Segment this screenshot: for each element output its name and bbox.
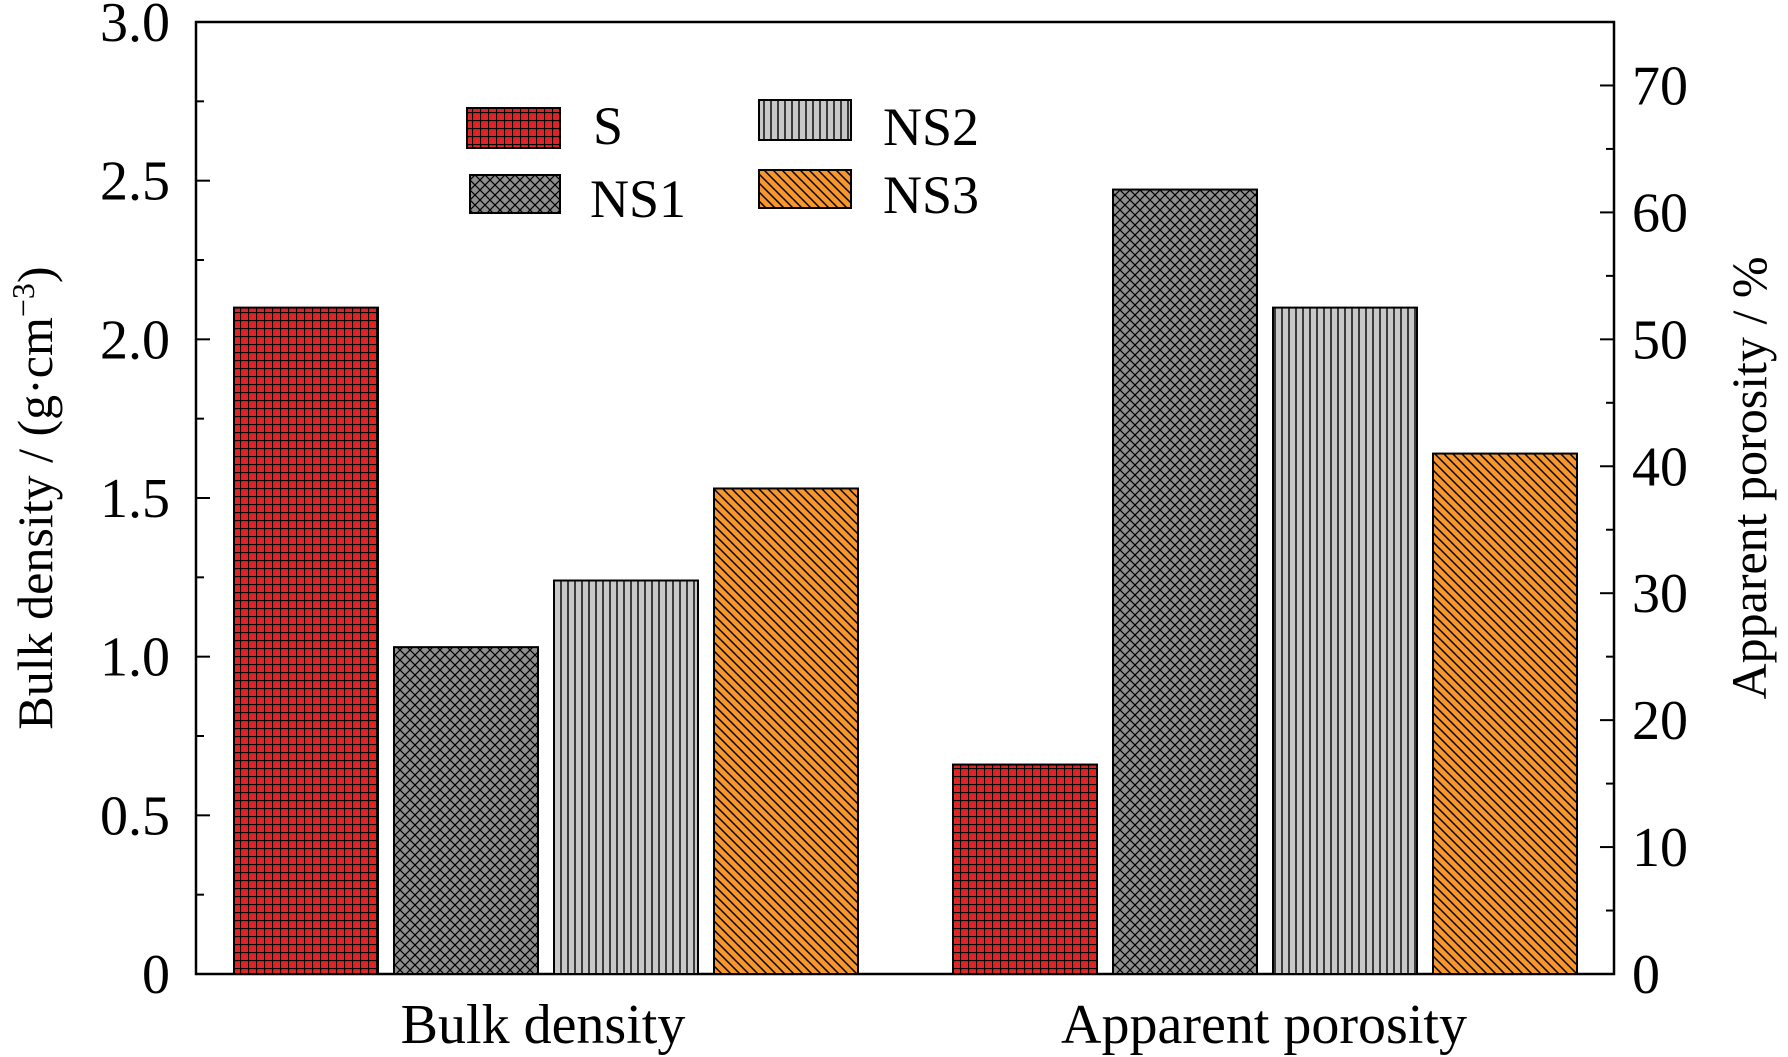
right-axis-ticks: 0 10 20 30 40 50 60 70 — [1600, 21, 1688, 1006]
bar-bulk-density-ns1 — [393, 646, 539, 975]
right-axis-label: Apparent porosity / % — [1721, 257, 1777, 700]
bar-bulk-density-s — [233, 306, 379, 976]
bars-layer — [233, 188, 1578, 976]
right-tick-label: 50 — [1632, 309, 1688, 371]
right-tick-label: 60 — [1632, 182, 1688, 244]
legend-label-ns1: NS1 — [590, 169, 686, 229]
right-tick-label: 20 — [1632, 690, 1688, 752]
bar-apparent-porosity-ns1 — [1112, 188, 1258, 975]
legend-swatch-s — [466, 107, 561, 149]
left-tick-label: 0.5 — [100, 785, 170, 847]
left-axis-label: Bulk density / (g·cm−3) — [5, 266, 63, 729]
legend-swatch-ns3 — [758, 169, 852, 209]
left-tick-label: 0 — [142, 944, 170, 1006]
left-tick-label: 2.0 — [100, 309, 170, 371]
x-category-apparent-porosity: Apparent porosity — [1061, 994, 1467, 1056]
bar-apparent-porosity-ns3 — [1432, 452, 1578, 976]
left-tick-label: 1.0 — [100, 627, 170, 689]
bar-apparent-porosity-s — [952, 763, 1098, 975]
right-tick-label: 40 — [1632, 436, 1688, 498]
left-axis-ticks: 0 0.5 1.0 1.5 2.0 2.5 3.0 — [100, 0, 210, 1006]
left-tick-label: 1.5 — [100, 468, 170, 530]
right-tick-label: 10 — [1632, 817, 1688, 879]
left-tick-label: 2.5 — [100, 151, 170, 213]
legend-label-s: S — [593, 96, 623, 156]
left-axis-label-superscript: −3 — [5, 283, 41, 317]
legend: S NS1 NS2 NS3 — [466, 96, 979, 229]
bar-apparent-porosity-ns2 — [1272, 306, 1418, 976]
bar-bulk-density-ns2 — [553, 579, 699, 975]
x-category-bulk-density: Bulk density — [401, 994, 686, 1056]
legend-swatch-ns2 — [758, 99, 852, 141]
right-tick-label: 30 — [1632, 563, 1688, 625]
left-axis-label-main: Bulk density / (g·cm — [7, 317, 63, 730]
legend-label-ns3: NS3 — [883, 165, 979, 225]
right-tick-label: 70 — [1632, 55, 1688, 117]
right-tick-label: 0 — [1632, 944, 1660, 1006]
left-axis-label-end: ) — [7, 266, 63, 283]
legend-label-ns2: NS2 — [883, 97, 979, 157]
legend-swatch-ns1 — [469, 174, 561, 214]
left-tick-label: 3.0 — [100, 0, 170, 54]
bar-bulk-density-ns3 — [713, 487, 859, 975]
